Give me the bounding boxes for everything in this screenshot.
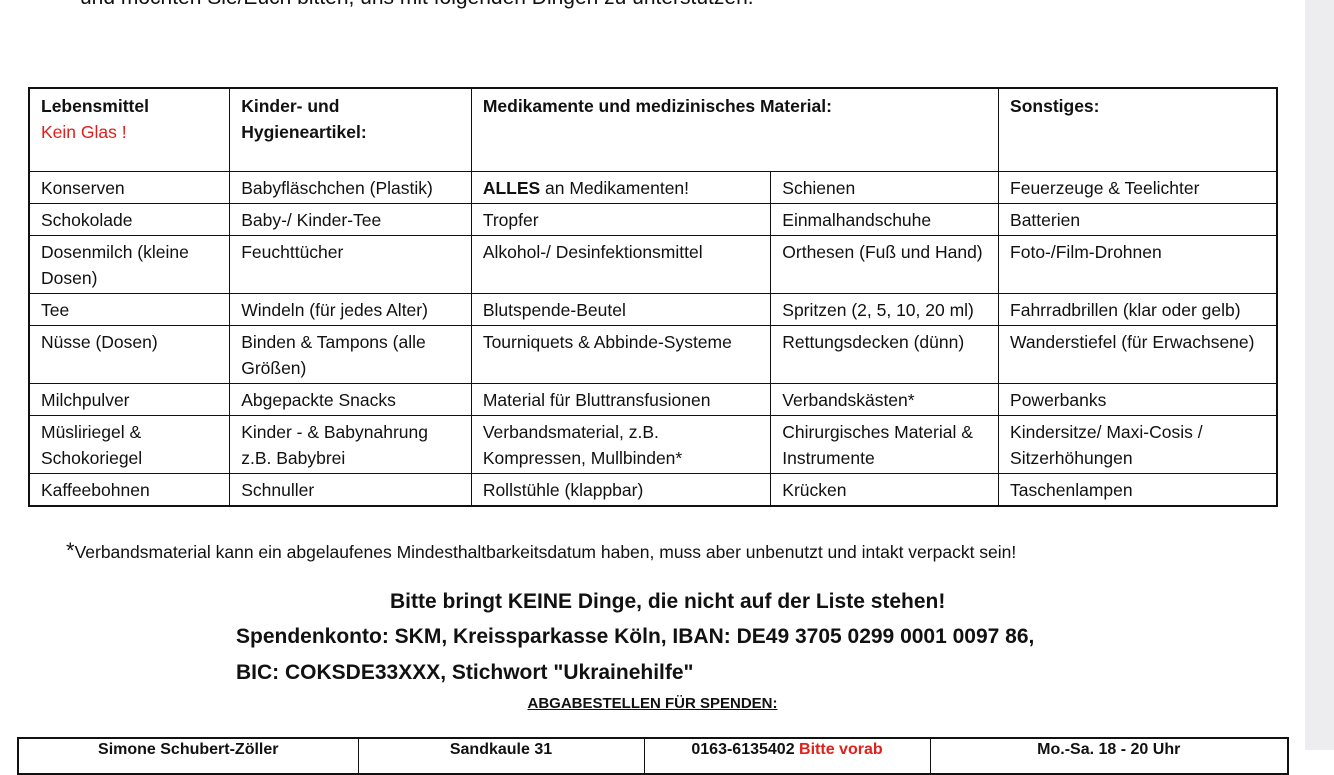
table-cell: Powerbanks [998,383,1278,416]
table-cell: Orthesen (Fuß und Hand) [770,235,1000,294]
table-row: Simone Schubert-Zöller Sandkaule 31 0163… [17,737,1289,775]
dropoff-heading: ABGABESTELLEN FÜR SPENDEN: [527,695,778,712]
table-cell: Chirurgisches Material & Instrumente [770,415,1000,474]
table-cell: Tourniquets & Abbinde-Systeme [470,325,772,384]
table-cell: Verbandskästen* [770,383,1000,416]
table-cell: Babyfläschchen (Plastik) [229,171,472,204]
table-cell: Fahrradbrillen (klar oder gelb) [998,293,1278,326]
table-cell: Nüsse (Dosen) [28,325,231,384]
table-cell: Dosenmilch (kleine Dosen) [28,235,231,294]
table-row: Milchpulver Abgepackte Snacks Material für… [28,383,1278,416]
table-cell: Schokolade [28,203,231,236]
table-cell: Binden & Tampons (alle Größen) [229,325,472,384]
table-row: Tee Windeln (für jedes Alter) Blutspende-B… [28,293,1278,326]
table-cell: Alkohol-/ Desinfektionsmittel [470,235,772,294]
table-cell: Kindersitze/ Maxi-Cosis / Sitzerhöhungen [998,415,1278,474]
table-cell: Einmalhandschuhe [770,203,1000,236]
table-cell: Schienen [770,171,1000,204]
table-cell: Spritzen (2, 5, 10, 20 ml) [770,293,1000,326]
table-cell: Kaffeebohnen [28,473,231,507]
table-cell: Feuerzeuge & Teelichter [998,171,1278,204]
table-cell: Milchpulver [28,383,231,416]
intro-text: und möchten Sie/Euch bitten, uns mit fol… [80,0,754,10]
bank-line-1: Spendenkonto: SKM, Kreissparkasse Köln, … [236,625,1035,648]
table-cell: Foto-/Film-Drohnen [998,235,1278,294]
donation-items-table: Lebensmittel Kein Glas ! Kinder- und Hygi… [28,87,1278,507]
table-cell: Rettungsdecken (dünn) [770,325,1000,384]
table-cell: Material für Bluttransfusionen [470,383,772,416]
table-cell: Abgepackte Snacks [229,383,472,416]
table-cell: Windeln (für jedes Alter) [229,293,472,326]
table-cell: Schnuller [229,473,472,507]
header-sonstiges: Sonstiges: [998,87,1278,172]
table-cell: Blutspende-Beutel [470,293,772,326]
table-row: Müsliriegel & Schokoriegel Kinder - & Bab… [28,415,1278,474]
table-cell: Taschenlampen [998,473,1278,507]
contact-phone: 0163-6135402 Bitte vorab [643,737,931,775]
bank-line-2: BIC: COKSDE33XXX, Stichwort "Ukrainehilf… [236,661,694,684]
table-cell: Krücken [770,473,1000,507]
table-row: Nüsse (Dosen) Binden & Tampons (alle Größ… [28,325,1278,384]
table-cell: Kinder - & Babynahrung z.B. Babybrei [229,415,472,474]
table-row: Schokolade Baby-/ Kinder-Tee Tropfer Einmal… [28,203,1278,236]
table-cell: ALLES an Medikamenten! [470,171,772,204]
table-cell: Tropfer [470,203,772,236]
header-kinder: Kinder- und Hygieneartikel: [229,87,472,172]
table-row: Dosenmilch (kleine Dosen) Feuchttücher Alk… [28,235,1278,294]
header-lebensmittel: Lebensmittel Kein Glas ! [28,87,231,172]
table-cell: Feuchttücher [229,235,472,294]
footnote: *Verbandsmaterial kann ein abgelaufenes … [66,538,1017,563]
dropoff-table: Simone Schubert-Zöller Sandkaule 31 0163… [17,737,1289,775]
table-row: Kaffeebohnen Schnuller Rollstühle (klappba… [28,473,1278,507]
table-cell: Wanderstiefel (für Erwachsene) [998,325,1278,384]
table-cell: Batterien [998,203,1278,236]
header-medikamente: Medikamente und medizinisches Material: [470,87,1000,172]
contact-hours: Mo.-Sa. 18 - 20 Uhr [929,737,1289,775]
table-row: Konserven Babyfläschchen (Plastik) ALLES a… [28,171,1278,204]
table-cell: Verbandsmaterial, z.B. Kompressen, Mullb… [470,415,772,474]
notice: Bitte bringt KEINE Dinge, die nicht auf … [390,590,946,613]
table-cell: Konserven [28,171,231,204]
no-glass-note: Kein Glas ! [41,122,127,142]
document-page: und möchten Sie/Euch bitten, uns mit fol… [17,0,1289,775]
viewer-background [1305,0,1334,750]
contact-address: Sandkaule 31 [357,737,645,775]
table-cell: Rollstühle (klappbar) [470,473,772,507]
table-cell: Baby-/ Kinder-Tee [229,203,472,236]
table-cell: Tee [28,293,231,326]
contact-name: Simone Schubert-Zöller [17,737,359,775]
table-cell: Müsliriegel & Schokoriegel [28,415,231,474]
